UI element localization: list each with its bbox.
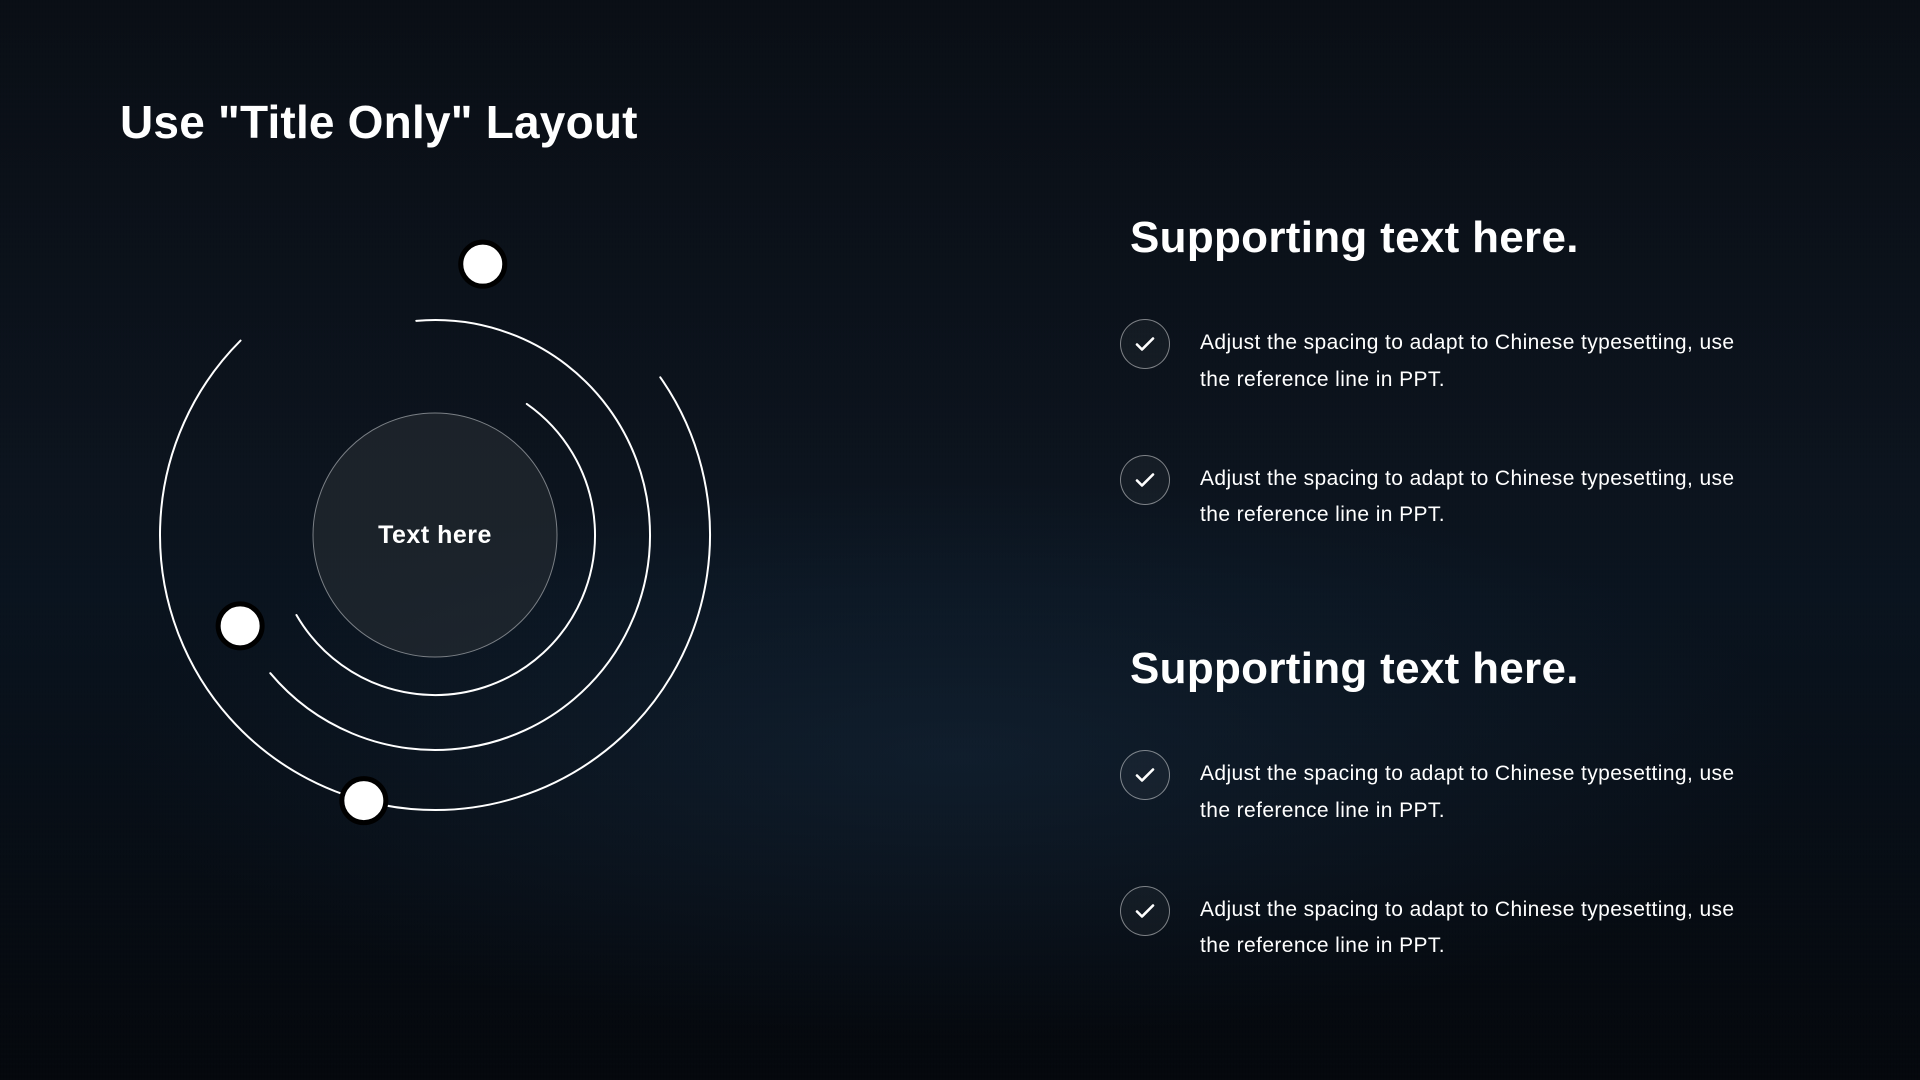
check-icon [1120,750,1170,800]
slide-title: Use "Title Only" Layout [120,95,638,149]
check-icon [1120,319,1170,369]
section-1: Supporting text here. Adjust the spacing… [1120,213,1840,534]
bullet-text: Adjust the spacing to adapt to Chinese t… [1200,461,1760,535]
section-2-bullet-1: Adjust the spacing to adapt to Chinese t… [1120,756,1840,830]
check-icon [1120,886,1170,936]
section-2: Supporting text here. Adjust the spacing… [1120,644,1840,965]
section-1-bullet-1: Adjust the spacing to adapt to Chinese t… [1120,325,1840,399]
orbital-diagram: Text here [115,165,875,925]
section-2-heading: Supporting text here. [1130,644,1840,694]
orbit-dot [342,779,386,823]
bullet-text: Adjust the spacing to adapt to Chinese t… [1200,325,1760,399]
bullet-text: Adjust the spacing to adapt to Chinese t… [1200,756,1760,830]
orbit-dot [461,242,505,286]
bullet-text: Adjust the spacing to adapt to Chinese t… [1200,892,1760,966]
orbit-dot [218,604,262,648]
orbital-svg: Text here [115,165,875,925]
center-label: Text here [378,521,492,549]
section-2-bullet-2: Adjust the spacing to adapt to Chinese t… [1120,892,1840,966]
check-icon [1120,455,1170,505]
section-1-heading: Supporting text here. [1130,213,1840,263]
section-1-bullet-2: Adjust the spacing to adapt to Chinese t… [1120,461,1840,535]
right-column: Supporting text here. Adjust the spacing… [1120,213,1840,1075]
